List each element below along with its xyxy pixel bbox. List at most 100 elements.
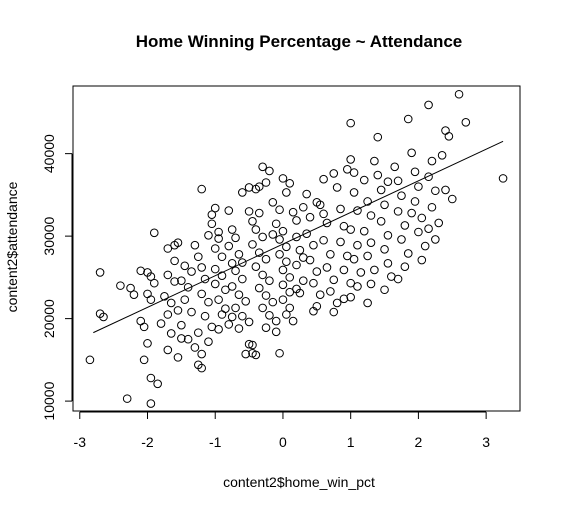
data-point	[183, 334, 193, 344]
data-point	[322, 218, 332, 228]
data-point	[424, 172, 433, 182]
y-tick-label: 10000	[41, 381, 57, 420]
data-point	[214, 325, 223, 334]
data-point	[339, 294, 349, 304]
data-point	[200, 311, 210, 321]
x-tick-label: 0	[279, 434, 287, 450]
y-axis: 10000 20000 30000 40000	[41, 134, 73, 421]
data-point	[126, 283, 135, 293]
data-point	[410, 197, 420, 206]
data-point	[254, 248, 264, 257]
data-point	[271, 327, 281, 337]
data-point	[383, 259, 393, 268]
x-tick-label: -1	[209, 434, 222, 450]
data-point	[180, 261, 190, 271]
data-point	[149, 228, 159, 238]
data-point	[363, 197, 372, 206]
data-point	[414, 227, 423, 237]
data-point	[309, 306, 318, 316]
data-point	[346, 118, 355, 128]
data-point	[278, 265, 288, 275]
data-point	[149, 278, 159, 288]
data-point	[193, 252, 203, 262]
data-point	[393, 176, 403, 186]
data-point	[156, 319, 166, 328]
data-point	[400, 262, 410, 271]
data-point	[370, 265, 379, 275]
data-point	[403, 249, 413, 258]
data-point	[160, 292, 169, 301]
data-point	[238, 274, 247, 284]
data-point	[417, 213, 427, 223]
data-point	[238, 311, 247, 321]
x-tick-label: 3	[482, 434, 490, 450]
data-point	[241, 296, 251, 306]
data-point	[312, 267, 322, 276]
data-point	[214, 227, 223, 237]
y-tick-label: 40000	[41, 134, 57, 173]
data-point	[139, 322, 149, 332]
data-point	[210, 264, 220, 274]
data-point	[366, 238, 376, 248]
data-point	[224, 241, 234, 251]
data-point	[329, 307, 339, 317]
data-point	[248, 216, 257, 226]
data-point	[292, 284, 301, 294]
data-point	[437, 150, 447, 160]
data-point	[420, 241, 430, 251]
data-point	[251, 225, 261, 234]
data-point	[187, 267, 196, 276]
data-point	[302, 189, 311, 199]
data-point	[285, 179, 295, 188]
data-point	[363, 298, 372, 308]
data-point	[319, 235, 328, 245]
data-point	[143, 339, 152, 348]
data-point	[217, 252, 227, 262]
data-point	[342, 165, 352, 174]
data-point	[146, 295, 156, 304]
data-point	[349, 254, 359, 264]
x-axis: -3 -2 -1 0 1 2 3	[74, 411, 490, 450]
data-point	[204, 297, 213, 307]
data-point	[309, 240, 318, 250]
x-tick-label: -3	[74, 434, 87, 450]
data-point	[143, 289, 152, 299]
data-point	[346, 225, 355, 234]
data-point	[326, 287, 335, 296]
data-point	[214, 295, 223, 304]
data-point	[359, 226, 369, 236]
data-point	[244, 317, 254, 327]
data-points	[85, 89, 508, 408]
data-point	[366, 279, 376, 289]
data-point	[271, 219, 281, 229]
data-point	[254, 182, 264, 191]
data-point	[197, 263, 206, 272]
data-point	[244, 183, 254, 192]
data-point	[282, 242, 291, 252]
data-point	[383, 177, 393, 186]
data-point	[214, 234, 223, 243]
data-point	[275, 235, 284, 244]
data-point	[146, 399, 156, 408]
data-point	[234, 290, 244, 299]
chart-title: Home Winning Percentage ~ Attendance	[136, 32, 463, 51]
data-point	[366, 211, 376, 220]
data-point	[373, 170, 383, 180]
data-point	[261, 254, 271, 264]
data-point	[390, 162, 400, 172]
regression-line	[93, 140, 504, 334]
data-point	[393, 274, 403, 284]
data-point	[153, 379, 162, 389]
data-point	[146, 373, 156, 383]
data-point	[380, 245, 389, 254]
data-point	[298, 276, 308, 285]
data-point	[197, 289, 206, 299]
data-point	[288, 316, 298, 326]
data-point	[278, 295, 288, 304]
data-point	[95, 268, 105, 277]
data-point	[298, 253, 308, 262]
data-point	[275, 205, 284, 215]
data-point	[207, 219, 217, 229]
data-point	[393, 207, 403, 216]
